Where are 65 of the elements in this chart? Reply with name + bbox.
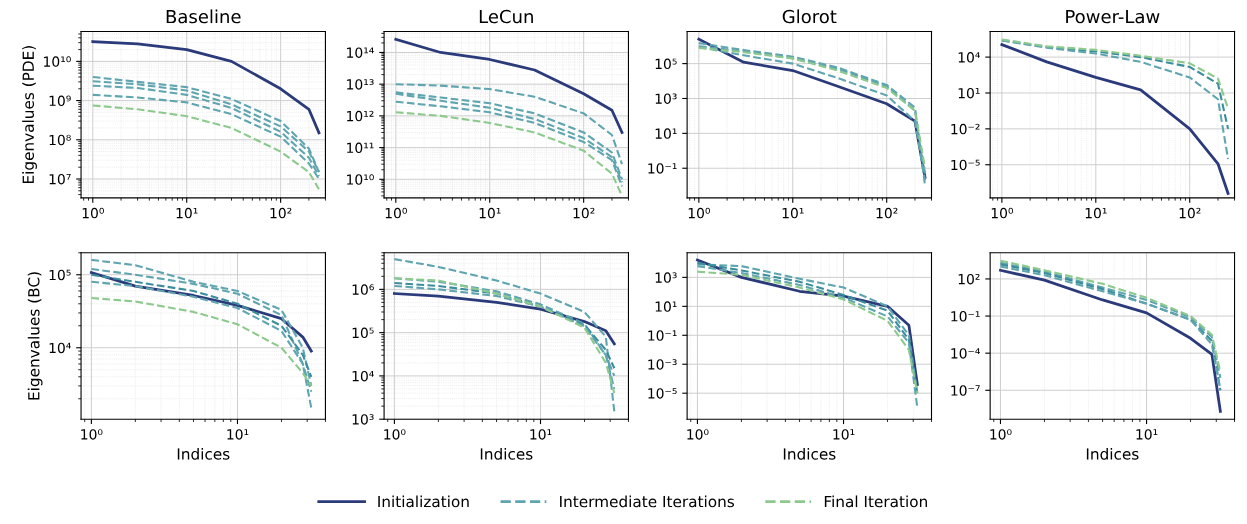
y-tick-label: 10¹⁴ <box>347 47 374 58</box>
legend-label: Intermediate Iterations <box>560 495 735 508</box>
y-tick-label: 10¹ <box>655 128 677 139</box>
x-tick-label: 10⁰ <box>385 207 407 219</box>
y-tick-label: 10¹ <box>958 87 980 99</box>
y-tick-label: 10⁹ <box>49 95 71 107</box>
x-tick-label: 10⁰ <box>991 207 1014 219</box>
x-axis-title: Indices <box>783 447 836 460</box>
y-tick-label: 10¹³ <box>347 79 374 90</box>
y-tick-label: 10⁻⁴ <box>951 348 980 359</box>
chart-title: LeCun <box>479 9 533 24</box>
x-axis-title: Indices <box>480 447 533 460</box>
x-tick-label: 10² <box>270 207 292 219</box>
y-tick-label: 10⁴ <box>958 52 980 63</box>
chart-title: Glorot <box>782 9 837 24</box>
x-tick-label: 10⁰ <box>688 207 710 219</box>
y-tick-label: 10¹⁰ <box>347 174 374 185</box>
y-tick-label: 10⁻⁷ <box>951 385 980 396</box>
y-tick-label: 10⁻⁵ <box>648 388 677 399</box>
chart-title: Power-Law <box>1066 9 1160 24</box>
x-tick-label: 10¹ <box>530 429 552 440</box>
y-tick-label: 10¹² <box>347 110 374 122</box>
y-tick-label: 10⁷ <box>49 173 71 185</box>
x-tick-label: 10⁰ <box>687 429 709 440</box>
y-tick-label: 10⁻³ <box>648 359 677 370</box>
x-tick-label: 10¹ <box>1136 429 1158 440</box>
x-tick-label: 10² <box>1179 207 1201 219</box>
y-tick-label: 10⁵ <box>352 327 374 339</box>
x-tick-label: 10² <box>876 207 898 219</box>
x-tick-label: 10⁰ <box>82 207 104 219</box>
y-tick-label: 10⁵ <box>49 269 71 281</box>
y-tick-label: 10¹⁰ <box>44 56 71 67</box>
y-tick-label: 10⁻¹ <box>951 311 980 322</box>
y-tick-label: 10¹¹ <box>347 142 374 154</box>
y-tick-label: 10⁴ <box>49 342 71 354</box>
y-tick-label: 10⁻² <box>951 123 980 135</box>
y-tick-label: 10⁻¹ <box>648 163 677 174</box>
x-axis-title: Indices <box>1086 447 1139 460</box>
y-tick-label: 10³ <box>352 414 374 425</box>
y-tick-label: 10⁸ <box>49 134 71 146</box>
y-tick-label: 10³ <box>655 272 677 283</box>
x-axis-title: Indices <box>177 447 230 460</box>
x-tick-label: 10¹ <box>833 429 855 440</box>
x-tick-label: 10¹ <box>227 429 249 440</box>
x-tick-label: 10² <box>573 207 595 219</box>
x-tick-label: 10¹ <box>479 207 501 219</box>
x-tick-label: 10⁰ <box>990 429 1012 440</box>
y-tick-label: 10³ <box>655 93 677 104</box>
y-tick-label: 10² <box>958 273 980 285</box>
legend-label: Initialization <box>378 495 469 508</box>
y-tick-label: 10⁻⁵ <box>951 159 980 171</box>
legend-label: Final Iteration <box>824 495 927 508</box>
x-tick-label: 10⁰ <box>384 429 406 440</box>
y-axis-title: Eigenvalues (BC) <box>27 272 43 400</box>
x-tick-label: 10⁰ <box>81 429 103 440</box>
y-tick-label: 10¹ <box>655 301 677 312</box>
chart-title: Baseline <box>166 9 241 24</box>
y-tick-label: 10⁻¹ <box>648 330 677 341</box>
y-tick-label: 10⁴ <box>352 370 374 382</box>
y-tick-label: 10⁶ <box>352 284 374 295</box>
x-tick-label: 10¹ <box>1085 207 1107 219</box>
x-tick-label: 10¹ <box>782 207 804 219</box>
y-axis-title: Eigenvalues (PDE) <box>22 46 37 184</box>
x-tick-label: 10¹ <box>176 207 198 219</box>
y-tick-label: 10⁵ <box>655 58 677 70</box>
